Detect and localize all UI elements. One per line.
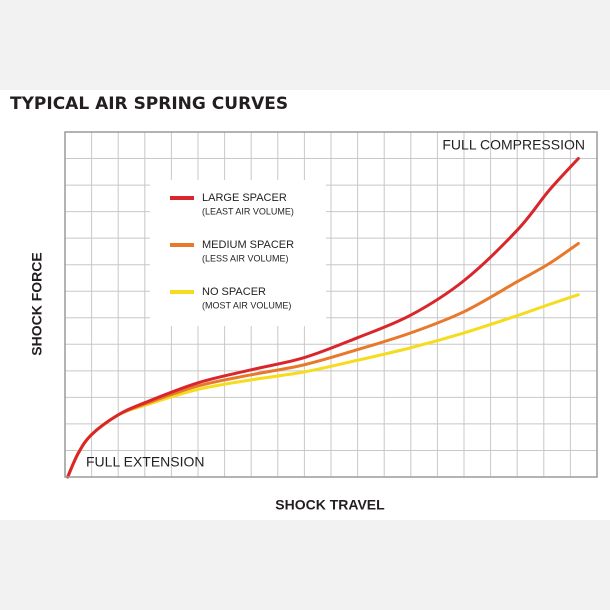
x-axis-label: SHOCK TRAVEL bbox=[275, 497, 385, 513]
annotation: FULL COMPRESSION bbox=[442, 137, 585, 153]
legend-detail: (MOST AIR VOLUME) bbox=[202, 300, 291, 310]
legend-label: MEDIUM SPACER bbox=[202, 239, 294, 251]
legend-label: NO SPACER bbox=[202, 286, 266, 298]
legend-box bbox=[150, 180, 326, 326]
legend-label: LARGE SPACER bbox=[202, 192, 287, 204]
legend-detail: (LEAST AIR VOLUME) bbox=[202, 206, 294, 216]
plot-frame bbox=[64, 131, 598, 478]
lines bbox=[66, 157, 580, 479]
annotation: FULL EXTENSION bbox=[86, 454, 205, 470]
chart-title: TYPICAL AIR SPRING CURVES bbox=[10, 94, 288, 114]
series-line bbox=[66, 157, 580, 479]
legend: LARGE SPACER (LEAST AIR VOLUME) MEDIUM SPA… bbox=[170, 192, 294, 310]
legend-detail: (LESS AIR VOLUME) bbox=[202, 253, 289, 263]
grid bbox=[64, 131, 598, 478]
y-axis-label: SHOCK FORCE bbox=[29, 252, 45, 355]
